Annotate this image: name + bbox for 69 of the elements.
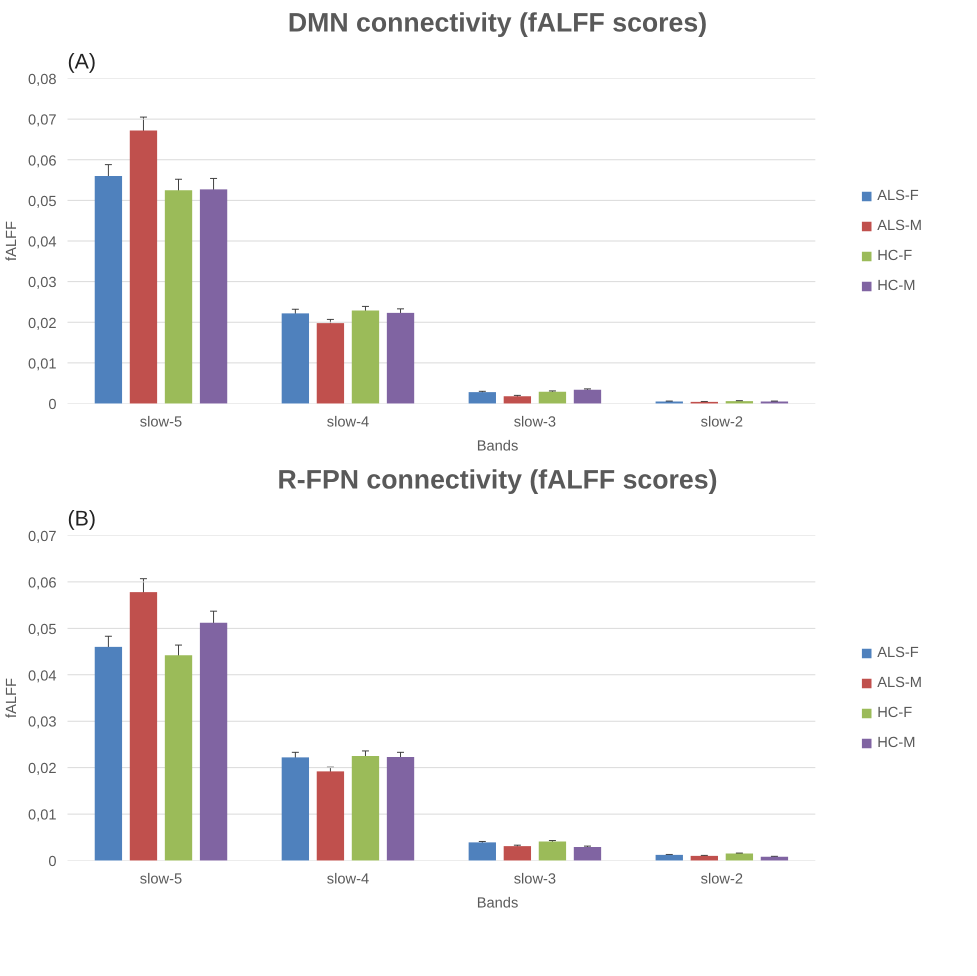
legend-label: HC-F: [877, 248, 912, 264]
bar: [760, 856, 788, 860]
y-tick-label: 0,07: [28, 529, 57, 545]
bar: [504, 846, 532, 860]
y-tick-label: 0,04: [28, 234, 57, 250]
y-tick-label: 0,03: [28, 714, 57, 731]
x-tick-label: slow-5: [140, 872, 182, 888]
bar: [94, 176, 122, 404]
x-tick-label: slow-3: [514, 414, 556, 430]
y-tick-label: 0,03: [28, 275, 57, 292]
bar: [316, 771, 344, 860]
x-tick-label: slow-2: [700, 872, 744, 888]
bar: [538, 392, 566, 404]
bar: [538, 841, 566, 860]
legend-label: ALS-M: [877, 674, 922, 690]
bar: [468, 842, 496, 860]
bar: [200, 622, 228, 860]
y-tick-label: 0,05: [28, 194, 57, 210]
bar: [352, 310, 380, 404]
y-tick-label: 0,08: [28, 72, 57, 88]
legend-label: ALS-F: [877, 644, 919, 660]
y-tick-label: 0,02: [28, 761, 57, 778]
x-tick-label: slow-2: [700, 414, 744, 430]
bar: [690, 856, 718, 860]
bar: [574, 847, 602, 860]
y-tick-label: 0,01: [28, 808, 57, 824]
y-axis-title: fALFF: [4, 221, 20, 261]
y-tick-label: 0,07: [28, 112, 57, 129]
legend-label: ALS-M: [877, 218, 922, 234]
bar: [386, 756, 414, 860]
x-tick-label: slow-5: [140, 414, 182, 430]
bar: [164, 655, 192, 860]
chart-title: DMN connectivity (fALFF scores): [288, 8, 708, 38]
legend-label: ALS-F: [877, 188, 919, 204]
x-axis-title: Bands: [476, 896, 518, 912]
bar: [504, 396, 532, 404]
bar: [200, 189, 228, 404]
bar: [726, 854, 754, 860]
legend-label: HC-M: [877, 278, 916, 294]
legend-label: HC-F: [877, 704, 912, 720]
y-tick-label: 0,02: [28, 316, 57, 332]
bar: [282, 313, 310, 404]
bar: [574, 390, 602, 404]
bar: [656, 854, 683, 860]
y-tick-label: 0: [48, 397, 57, 413]
bar: [130, 592, 158, 860]
bar: [164, 190, 192, 404]
y-tick-label: 0: [48, 854, 57, 870]
bar: [316, 323, 344, 404]
bar: [94, 646, 122, 860]
y-axis-title: fALFF: [4, 678, 20, 718]
bar: [130, 130, 158, 404]
x-tick-label: slow-4: [326, 414, 370, 430]
bar: [468, 392, 496, 404]
chart-title: R-FPN connectivity (fALFF scores): [278, 464, 718, 494]
y-tick-label: 0,04: [28, 668, 57, 684]
bar: [352, 756, 380, 860]
text: (B): [68, 506, 96, 530]
y-tick-label: 0,06: [28, 575, 57, 592]
bar: [386, 312, 414, 404]
legend-label: HC-M: [877, 734, 916, 750]
y-tick-label: 0,06: [28, 153, 57, 170]
text: (A): [68, 50, 96, 74]
bar: [282, 757, 310, 860]
x-axis-title: Bands: [476, 438, 518, 454]
x-tick-label: slow-3: [514, 872, 556, 888]
y-tick-label: 0,05: [28, 622, 57, 638]
y-tick-label: 0,01: [28, 356, 57, 372]
x-tick-label: slow-4: [326, 872, 370, 888]
